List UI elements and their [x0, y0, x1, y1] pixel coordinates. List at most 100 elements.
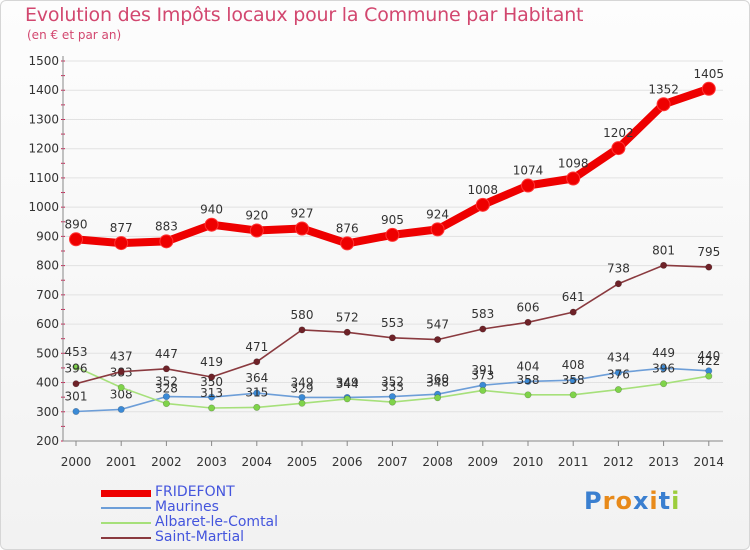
x-tick-label: 2010	[513, 455, 544, 469]
data-point-maurines	[614, 369, 622, 377]
y-tick-label: 1000	[28, 200, 59, 214]
legend-label: Maurines	[155, 499, 219, 515]
data-point-saint-martial	[524, 318, 532, 326]
data-label-albaret-le-comtal: 348	[426, 376, 449, 390]
y-tick-label: 400	[36, 376, 59, 390]
legend-label: Albaret-le-Comtal	[155, 514, 279, 530]
data-point-saint-martial	[614, 280, 622, 288]
data-point-maurines	[117, 405, 125, 413]
logo-letter: o	[615, 487, 633, 515]
legend-item: Albaret-le-Comtal	[101, 514, 341, 530]
x-tick-label: 2012	[603, 455, 634, 469]
data-point-saint-martial	[253, 358, 261, 366]
data-label-albaret-le-comtal: 373	[471, 368, 494, 382]
legend-label: Saint-Martial	[155, 529, 245, 545]
y-tick-label: 1400	[28, 83, 59, 97]
logo-letter: P	[584, 487, 603, 515]
legend-swatch	[101, 507, 151, 509]
data-point-saint-martial	[434, 336, 442, 344]
data-label-saint-martial: 447	[155, 347, 178, 361]
proxiti-logo: Proxiti	[584, 487, 680, 515]
data-label-maurines: 349	[291, 375, 314, 389]
data-label-maurines: 404	[517, 359, 540, 373]
y-tick-label: 800	[36, 259, 59, 273]
data-label-saint-martial: 641	[562, 290, 585, 304]
data-label-albaret-le-comtal: 453	[65, 345, 88, 359]
data-point-albaret-le-comtal	[72, 363, 80, 371]
data-point-maurines	[524, 377, 532, 385]
data-point-fridefont	[521, 178, 535, 193]
data-label-saint-martial: 396	[65, 362, 88, 376]
data-label-saint-martial: 572	[336, 310, 359, 324]
x-tick-label: 2003	[196, 455, 227, 469]
data-point-fridefont	[69, 232, 83, 247]
data-point-saint-martial	[72, 380, 80, 388]
legend-item: Saint-Martial	[101, 529, 341, 545]
data-label-albaret-le-comtal: 329	[291, 381, 314, 395]
data-label-saint-martial: 795	[697, 245, 720, 259]
y-tick-label: 1300	[28, 112, 59, 126]
x-tick-label: 2007	[377, 455, 408, 469]
data-point-maurines	[162, 393, 170, 401]
data-point-saint-martial	[660, 261, 668, 269]
data-label-maurines: 352	[155, 375, 178, 389]
data-label-maurines: 308	[110, 387, 133, 401]
data-point-fridefont	[159, 234, 174, 249]
data-point-saint-martial	[388, 334, 396, 342]
data-point-maurines	[569, 376, 577, 384]
data-label-albaret-le-comtal: 376	[607, 368, 630, 382]
data-label-maurines: 301	[65, 389, 88, 403]
data-label-fridefont: 876	[336, 221, 359, 235]
data-label-albaret-le-comtal: 328	[155, 382, 178, 396]
legend-item: FRIDEFONT	[101, 484, 341, 500]
data-point-maurines	[660, 364, 668, 372]
data-label-fridefont: 1098	[558, 157, 589, 171]
data-label-maurines: 391	[471, 363, 494, 377]
data-point-albaret-le-comtal	[434, 394, 442, 402]
data-point-albaret-le-comtal	[705, 372, 713, 380]
x-tick-label: 2009	[468, 455, 499, 469]
data-point-albaret-le-comtal	[614, 386, 622, 394]
data-label-fridefont: 924	[426, 207, 449, 221]
data-point-maurines	[72, 407, 80, 415]
x-tick-label: 2008	[422, 455, 453, 469]
legend-label: FRIDEFONT	[155, 484, 235, 500]
data-label-albaret-le-comtal: 313	[200, 386, 223, 400]
data-point-fridefont	[430, 222, 445, 237]
data-label-albaret-le-comtal: 358	[517, 373, 540, 387]
data-point-fridefont	[249, 223, 264, 238]
data-point-albaret-le-comtal	[253, 403, 261, 411]
data-label-saint-martial: 419	[200, 355, 223, 369]
data-label-albaret-le-comtal: 333	[381, 380, 404, 394]
x-tick-label: 2006	[332, 455, 363, 469]
data-label-saint-martial: 553	[381, 316, 404, 330]
x-tick-label: 2005	[287, 455, 318, 469]
data-label-fridefont: 883	[155, 219, 178, 233]
data-point-albaret-le-comtal	[343, 395, 351, 403]
data-label-saint-martial: 801	[652, 243, 675, 257]
data-label-saint-martial: 547	[426, 318, 449, 332]
data-point-saint-martial	[569, 308, 577, 316]
chart-subtitle: (en € et par an)	[27, 28, 122, 42]
data-label-maurines: 352	[381, 375, 404, 389]
data-label-fridefont: 905	[381, 213, 404, 227]
data-point-saint-martial	[208, 373, 216, 381]
data-label-maurines: 440	[697, 349, 720, 363]
data-point-albaret-le-comtal	[208, 404, 216, 412]
data-label-maurines: 360	[426, 372, 449, 386]
data-label-albaret-le-comtal: 422	[697, 354, 720, 368]
data-point-fridefont	[475, 197, 490, 212]
data-label-saint-martial: 471	[245, 340, 268, 354]
logo-letter: i	[671, 487, 681, 515]
data-label-maurines: 434	[607, 351, 630, 365]
data-point-albaret-le-comtal	[479, 386, 487, 394]
data-label-maurines: 449	[652, 346, 675, 360]
legend-swatch	[101, 489, 151, 497]
data-point-albaret-le-comtal	[162, 400, 170, 408]
data-point-saint-martial	[705, 263, 713, 271]
legend-swatch	[101, 522, 151, 524]
data-point-albaret-le-comtal	[660, 380, 668, 388]
data-point-fridefont	[385, 227, 400, 242]
logo-letter: r	[602, 487, 616, 515]
